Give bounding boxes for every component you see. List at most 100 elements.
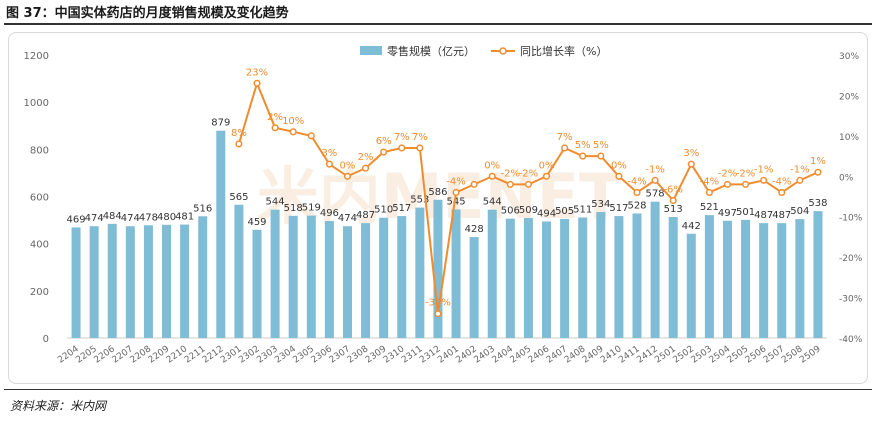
- growth-label: 7%: [557, 132, 573, 143]
- bar: [614, 216, 624, 338]
- bar-value-label: 505: [555, 206, 574, 217]
- growth-point: [506, 180, 514, 188]
- growth-label: -6%: [663, 185, 682, 196]
- growth-label: 5%: [593, 140, 609, 151]
- growth-label: 0%: [611, 160, 627, 171]
- growth-point: [542, 172, 551, 180]
- bar: [216, 130, 226, 338]
- growth-label: 2%: [358, 152, 374, 163]
- growth-point: [742, 180, 750, 188]
- bar: [361, 223, 371, 338]
- bar-value-label: 481: [175, 212, 194, 223]
- bar: [686, 233, 696, 338]
- bar: [107, 223, 117, 338]
- bar-value-label: 487: [356, 210, 375, 221]
- bar: [270, 209, 280, 338]
- bar-value-label: 545: [447, 196, 466, 207]
- y-right-tick-label: 10%: [839, 133, 859, 143]
- y-left-tick-label: 800: [30, 145, 49, 156]
- growth-point: [705, 188, 713, 197]
- growth-point: [796, 176, 804, 184]
- growth-point: [380, 148, 388, 156]
- growth-label: 5%: [575, 140, 591, 151]
- bar-value-label: 521: [700, 202, 719, 213]
- bar-value-label: 504: [790, 206, 809, 217]
- bar-value-label: 553: [410, 195, 429, 206]
- bar: [180, 224, 190, 338]
- growth-point: [325, 160, 333, 168]
- bar-value-label: 497: [718, 208, 737, 219]
- growth-point: [597, 152, 605, 160]
- y-left-tick-label: 1000: [24, 98, 49, 109]
- bar: [234, 204, 244, 338]
- growth-label: -2%: [736, 168, 755, 179]
- y-right-tick-label: -20%: [839, 254, 863, 264]
- bar: [704, 215, 714, 338]
- bar-value-label: 474: [121, 213, 140, 224]
- legend-line-marker: [499, 47, 507, 55]
- growth-point: [289, 128, 297, 136]
- bar: [415, 207, 425, 338]
- bar: [397, 216, 407, 338]
- bar-value-label: 586: [428, 187, 447, 198]
- growth-point: [253, 79, 261, 87]
- bar: [89, 226, 99, 338]
- bar-value-label: 534: [591, 199, 610, 210]
- bar: [379, 217, 389, 338]
- bar: [668, 217, 678, 338]
- bar: [632, 213, 642, 338]
- growth-point: [579, 152, 587, 160]
- growth-label: -2%: [718, 168, 737, 179]
- bar-value-label: 544: [266, 197, 285, 208]
- growth-label: -4%: [700, 176, 719, 187]
- growth-label: -4%: [772, 176, 791, 187]
- y-right-tick-label: 30%: [839, 52, 859, 62]
- bar-value-label: 474: [85, 213, 104, 224]
- bar-value-label: 496: [320, 208, 339, 219]
- growth-point: [651, 176, 659, 184]
- growth-point: [814, 168, 822, 176]
- bar-value-label: 459: [247, 217, 266, 228]
- source-note: 资料来源：米内网: [10, 399, 107, 413]
- bar: [288, 215, 298, 338]
- bar: [722, 220, 732, 338]
- bar: [433, 199, 443, 338]
- growth-point: [271, 124, 279, 132]
- bar-value-label: 510: [374, 205, 393, 216]
- bar-value-label: 494: [537, 208, 556, 219]
- growth-label: 3%: [683, 148, 699, 159]
- bar: [252, 229, 262, 338]
- bar-value-label: 428: [465, 224, 484, 235]
- bar-value-label: 487: [772, 210, 791, 221]
- growth-label: -1%: [790, 164, 809, 175]
- title-divider: [4, 23, 872, 25]
- growth-point: [398, 144, 406, 152]
- growth-point: [362, 164, 370, 172]
- growth-label: 0%: [484, 160, 500, 171]
- growth-label: 7%: [394, 132, 410, 143]
- bar: [741, 219, 751, 338]
- bar-value-label: 538: [808, 198, 827, 209]
- bar-value-label: 517: [609, 203, 628, 214]
- bar-value-label: 565: [229, 192, 248, 203]
- growth-point: [561, 144, 569, 152]
- bar-value-label: 484: [103, 211, 122, 222]
- growth-point: [452, 188, 460, 197]
- bar-value-label: 544: [483, 197, 502, 208]
- source-divider: [4, 389, 872, 390]
- growth-label: -4%: [446, 176, 465, 187]
- bar-value-label: 517: [392, 203, 411, 214]
- bar-value-label: 506: [501, 206, 520, 217]
- y-right-tick-label: -40%: [839, 335, 863, 345]
- bar-value-label: 442: [682, 221, 701, 232]
- growth-point: [343, 172, 352, 180]
- growth-label: 1%: [810, 156, 826, 167]
- y-left-tick-label: 200: [30, 287, 49, 298]
- growth-point: [235, 140, 243, 148]
- bar: [143, 225, 153, 338]
- y-right-tick-label: -30%: [839, 295, 863, 305]
- bar-value-label: 474: [338, 213, 357, 224]
- growth-point: [416, 144, 424, 152]
- growth-point: [633, 188, 641, 197]
- growth-point: [778, 188, 786, 197]
